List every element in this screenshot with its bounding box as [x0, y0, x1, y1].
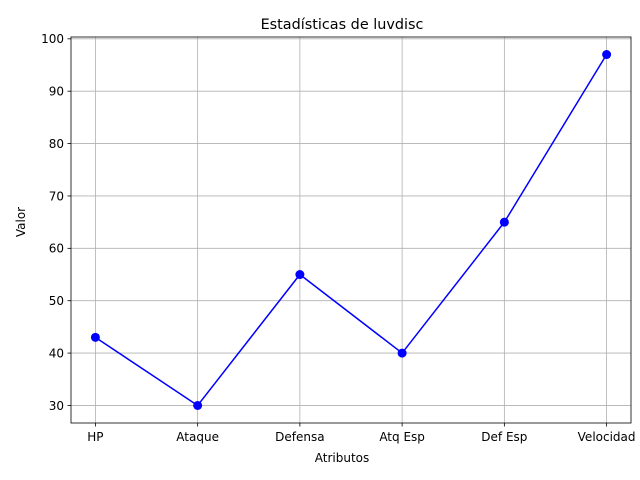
y-tick-label: 80	[49, 137, 64, 151]
series-layer	[90, 50, 612, 410]
plot-frame	[70, 36, 632, 424]
data-point	[397, 348, 407, 358]
x-tick-label: Ataque	[176, 430, 219, 444]
x-tick-label: Defensa	[275, 430, 324, 444]
y-tick-label: 50	[49, 294, 64, 308]
grid	[71, 37, 631, 423]
x-tick-label: Velocidad	[578, 430, 636, 444]
y-tick-label: 100	[41, 32, 64, 46]
x-tick-label: HP	[87, 430, 103, 444]
x-axis-title: Atributos	[315, 451, 370, 465]
ticks: HP Ataque Defensa Atq Esp Def Esp Velocidad 30…	[41, 32, 635, 444]
data-point	[295, 270, 305, 280]
x-tick-label: Def Esp	[481, 430, 527, 444]
data-point	[90, 332, 100, 342]
data-point	[499, 217, 509, 227]
y-tick-label: 30	[49, 399, 64, 413]
y-tick-label: 40	[49, 346, 64, 360]
data-point	[193, 400, 203, 410]
y-axis-title: Valor	[14, 207, 28, 237]
series-line	[94, 54, 608, 407]
chart-title: Estadísticas de luvdisc	[261, 17, 424, 33]
x-tick-label: Atq Esp	[379, 430, 425, 444]
y-tick-label: 70	[49, 189, 64, 203]
data-point	[602, 50, 612, 60]
y-tick-label: 90	[49, 85, 64, 99]
y-tick-label: 60	[49, 242, 64, 256]
